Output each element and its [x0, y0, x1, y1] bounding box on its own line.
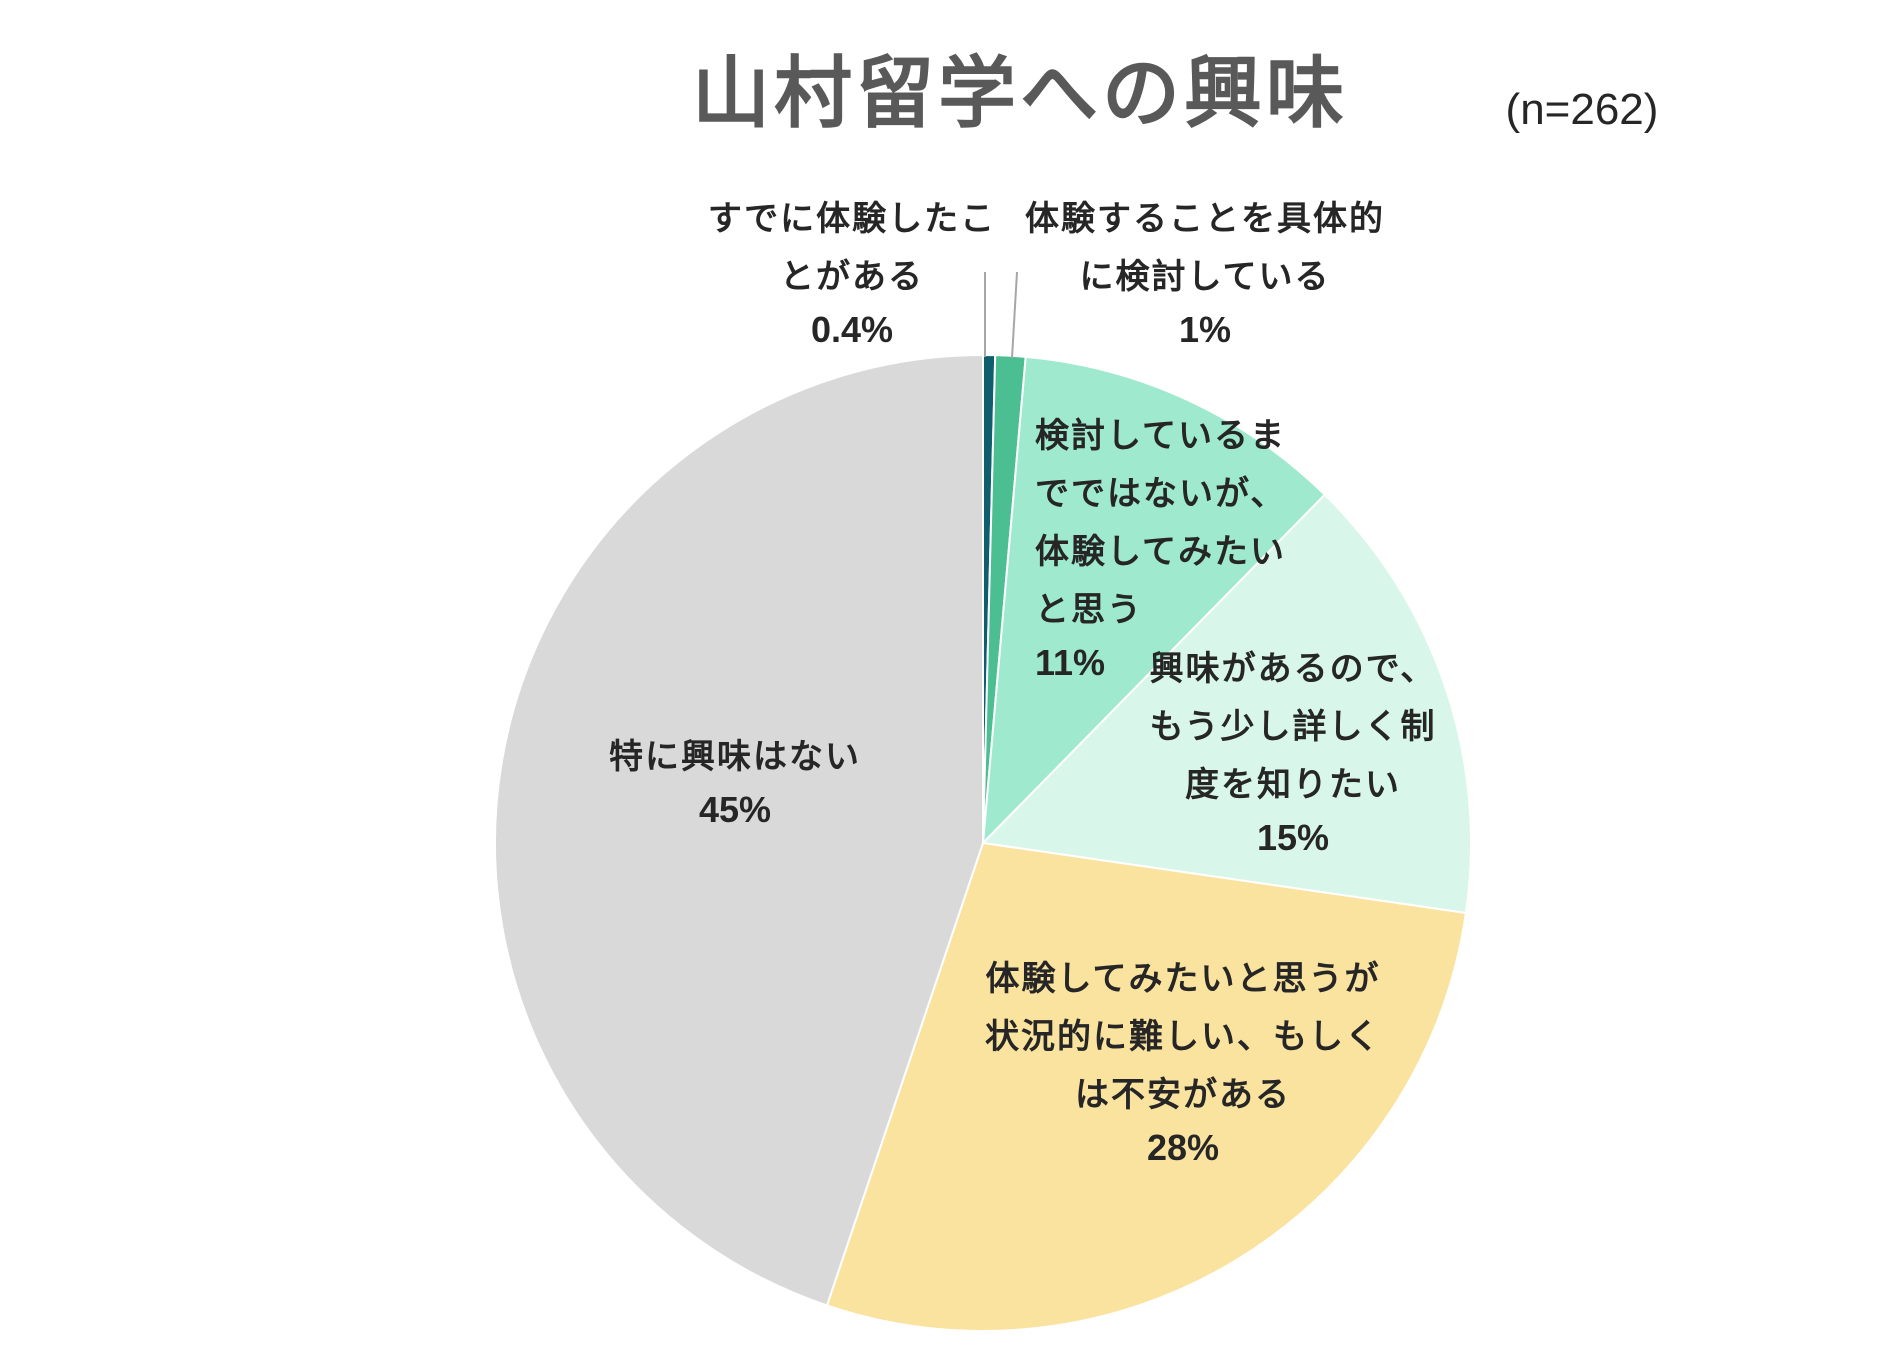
slice-label-line: 興味があるので、 [1150, 649, 1437, 689]
slice-label-line: もう少し詳しく制 [1150, 707, 1437, 747]
pie-slice-6 [494, 353, 984, 1307]
slice-value-label: 11% [1035, 642, 1105, 683]
pie-slice-4 [980, 493, 1472, 915]
slice-value-label: 0.4% [811, 309, 893, 350]
slice-label-line: 状況的に難しい、もしく [985, 1017, 1381, 1057]
slice-label-line: 体験してみたい [1035, 532, 1286, 572]
slice-label-line: 検討しているま [1035, 416, 1286, 456]
slice-value-label: 45% [699, 789, 771, 830]
slice-value-label: 1% [1179, 309, 1231, 350]
sample-size-note: (n=262) [1506, 85, 1659, 134]
slice-label-line: 体験することを具体的 [1025, 199, 1385, 239]
chart-title: 山村留学への興味 [692, 49, 1348, 139]
slice-label-line: すでに体験したこ [708, 199, 996, 239]
slice-label-line: でではないが、 [1035, 474, 1286, 514]
leader-lines [984, 271, 1018, 359]
pie-slice-3 [981, 355, 1327, 846]
slice-value-label: 28% [1147, 1127, 1219, 1168]
slice-label-line: 度を知りたい [1185, 765, 1401, 805]
slice-label-6: 特に興味はない 45% [609, 737, 861, 830]
leader-line-2 [1011, 271, 1018, 359]
slice-label-line: 特に興味はない [609, 737, 861, 777]
slice-label-line: と思う [1035, 590, 1143, 630]
pie-slice-5 [825, 841, 1468, 1332]
slice-value-label: 15% [1257, 817, 1329, 858]
pie-slices [494, 353, 1472, 1332]
slice-label-line: は不安がある [1075, 1075, 1291, 1115]
slice-label-line: 体験してみたいと思うが [986, 959, 1381, 999]
slice-label-line: に検討している [1080, 257, 1331, 297]
slice-label-line: とがある [780, 257, 924, 297]
